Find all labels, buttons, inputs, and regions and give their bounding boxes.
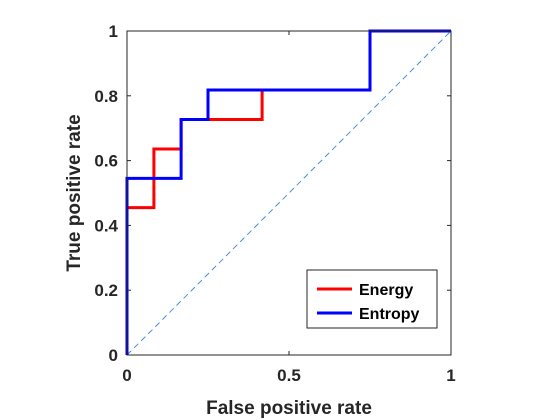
- legend-label-energy: Energy: [359, 282, 413, 299]
- y-tick-label: 1: [109, 22, 118, 41]
- x-tick-label: 0.5: [277, 366, 301, 385]
- series-line-entropy: [125, 29, 451, 355]
- y-tick-label: 0.4: [94, 216, 118, 235]
- x-axis-ticks: 0 0.5 1: [122, 31, 456, 385]
- legend: Energy Entropy: [306, 269, 438, 329]
- legend-label-entropy: Entropy: [359, 306, 420, 323]
- y-tick-label: 0: [109, 346, 118, 365]
- legend-box: [306, 269, 438, 329]
- x-tick-label: 1: [446, 366, 455, 385]
- y-tick-label: 0.6: [94, 152, 118, 171]
- y-axis-ticks: 0 0.2 0.4 0.6 0.8 1: [94, 22, 451, 365]
- y-tick-label: 0.2: [94, 281, 118, 300]
- x-tick-label: 0: [122, 366, 131, 385]
- reference-diagonal: [126, 30, 452, 356]
- y-axis-label: True positive rate: [64, 114, 85, 271]
- y-tick-label: 0.8: [94, 87, 118, 106]
- plot-area: [125, 29, 452, 356]
- x-axis-label: False positive rate: [206, 398, 372, 419]
